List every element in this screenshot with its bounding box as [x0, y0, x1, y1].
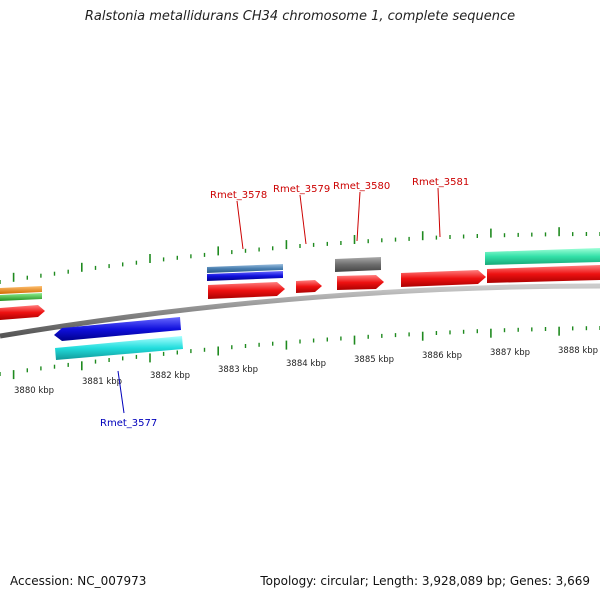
scale-label-3887: 3887 kbp: [490, 348, 530, 358]
map-title: Ralstonia metallidurans CH34 chromosome …: [84, 9, 516, 24]
inner-scale-ticks: [0, 326, 600, 380]
label-line-3579: [299, 194, 307, 245]
feature-green-left[interactable]: [0, 293, 42, 301]
scale-label-3888: 3888 kbp: [558, 346, 598, 356]
label-line-3577: [117, 370, 125, 414]
gene-label-3580[interactable]: Rmet_3580: [333, 181, 390, 192]
topology-summary: Topology: circular; Length: 3,928,089 bp…: [260, 574, 590, 588]
gene-label-3579[interactable]: Rmet_3579: [273, 184, 330, 195]
scale-label-3886: 3886 kbp: [422, 351, 462, 361]
scale-label-3880: 3880 kbp: [14, 386, 54, 396]
chromosome-backbone: [0, 283, 600, 339]
feature-blue-3578[interactable]: [207, 271, 283, 281]
scale-label-3881: 3881 kbp: [82, 377, 122, 387]
scale-label-3883: 3883 kbp: [218, 365, 258, 375]
label-line-3578: [236, 200, 244, 250]
scale-label-3884: 3884 kbp: [286, 359, 326, 369]
label-line-3581: [437, 187, 441, 238]
scale-label-3885: 3885 kbp: [354, 355, 394, 365]
gene-red-left[interactable]: [0, 305, 45, 320]
gene-red-3580[interactable]: [337, 275, 384, 290]
gene-red-3578[interactable]: [208, 282, 285, 299]
feature-gray-3580[interactable]: [335, 257, 381, 272]
gene-red-3581[interactable]: [401, 270, 486, 287]
accession-text: Accession: NC_007973: [10, 574, 147, 588]
gene-red-right[interactable]: [487, 265, 600, 283]
scale-label-3882: 3882 kbp: [150, 371, 190, 381]
feature-steel-3578[interactable]: [207, 264, 283, 273]
outer-scale-ticks: [0, 227, 600, 284]
gene-label-3581[interactable]: Rmet_3581: [412, 177, 469, 188]
feature-cyan-3577[interactable]: [55, 336, 183, 360]
gene-label-3577[interactable]: Rmet_3577: [100, 418, 157, 429]
feature-teal-right[interactable]: [485, 248, 600, 265]
gene-label-3578[interactable]: Rmet_3578: [210, 190, 267, 201]
gene-blue-3577[interactable]: [54, 317, 181, 341]
gene-red-3579[interactable]: [296, 280, 322, 293]
feature-orange-left[interactable]: [0, 286, 42, 294]
label-line-3580: [356, 191, 361, 242]
